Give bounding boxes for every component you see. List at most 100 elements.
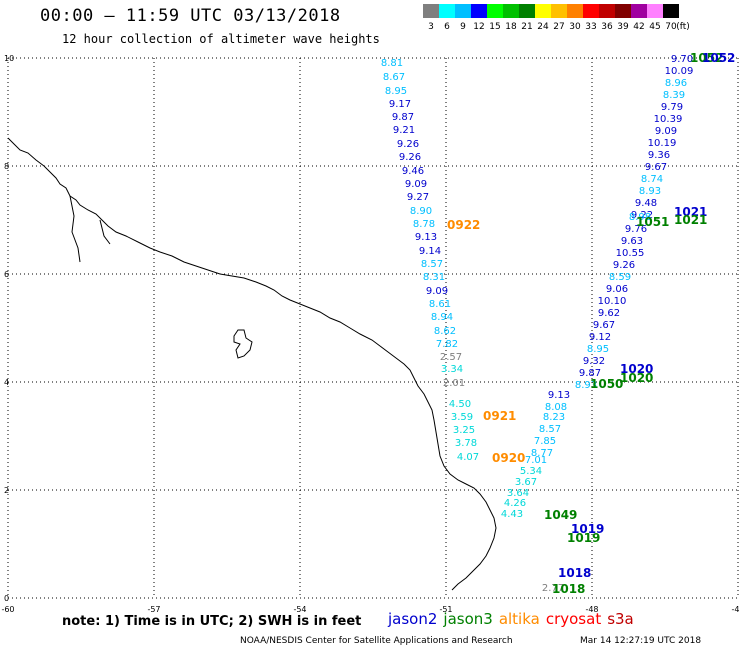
- wave-height-value: 2.77: [542, 583, 564, 594]
- wave-height-value: 9.13: [548, 390, 570, 401]
- colorbar-swatch: [423, 4, 439, 18]
- lon-tick-label: -57: [147, 605, 160, 614]
- wave-height-value: 8.95: [385, 86, 407, 97]
- colorbar-swatch: [471, 4, 487, 18]
- colorbar-swatch: [455, 4, 471, 18]
- colorbar-label: 39: [617, 22, 629, 32]
- colorbar-label: 9: [460, 22, 466, 32]
- wave-height-value: 8.23: [543, 412, 565, 423]
- wave-height-value: 9.87: [392, 112, 414, 123]
- colorbar-swatch: [551, 4, 567, 18]
- wave-height-value: 4.50: [449, 399, 471, 410]
- wave-height-value: 9.26: [399, 152, 421, 163]
- colorbar-swatch: [599, 4, 615, 18]
- wave-height-value: 9.17: [389, 99, 411, 110]
- lat-tick-label: 8: [4, 162, 9, 171]
- pass-time-label: 1051: [636, 215, 669, 229]
- pass-time-label: 0922: [447, 218, 480, 232]
- wave-height-value: 8.78: [413, 219, 435, 230]
- wave-height-value: 7.85: [534, 436, 556, 447]
- legend-cryosat: cryosat: [545, 610, 602, 628]
- legend-jason3: jason3: [443, 610, 493, 628]
- wave-height-value: 8.77: [531, 448, 553, 459]
- wave-height-value: 9.09: [426, 286, 448, 297]
- wave-height-value: 9.76: [625, 224, 647, 235]
- wave-height-value: 8.96: [665, 78, 687, 89]
- wave-height-value: 10.19: [648, 138, 677, 149]
- colorbar-swatch: [663, 4, 679, 18]
- pass-time-label: 1019: [571, 522, 604, 536]
- lat-tick-label: 2: [4, 486, 9, 495]
- wave-height-value: 9.14: [419, 246, 441, 257]
- wave-height-value: 9.67: [645, 162, 667, 173]
- wave-height-value: 7.01: [525, 455, 547, 466]
- colorbar-swatch: [647, 4, 663, 18]
- colorbar-label: 21: [521, 22, 533, 32]
- wave-height-value: 8.94: [431, 312, 453, 323]
- lon-tick-label: -45: [731, 605, 740, 614]
- colorbar-label: 42: [633, 22, 645, 32]
- map-subtitle: 12 hour collection of altimeter wave hei…: [62, 32, 380, 46]
- wave-height-value: 10.55: [616, 248, 645, 259]
- wave-height-value: 3.34: [441, 364, 463, 375]
- wave-height-value: 3.25: [453, 425, 475, 436]
- colorbar-swatch: [631, 4, 647, 18]
- wave-height-value: 3.64: [507, 488, 529, 499]
- colorbar-label: 33: [585, 22, 597, 32]
- lon-tick-label: -60: [1, 605, 14, 614]
- lat-tick-label: 0: [4, 594, 9, 603]
- wave-height-value: 9.27: [407, 192, 429, 203]
- colorbar-swatch: [583, 4, 599, 18]
- wave-height-value: 9.79: [661, 102, 683, 113]
- lon-tick-label: -51: [439, 605, 452, 614]
- pass-time-label: 1018: [552, 582, 585, 596]
- wave-height-value: 9.09: [405, 179, 427, 190]
- wave-height-value: 9.26: [613, 260, 635, 271]
- colorbar-label: 12: [473, 22, 485, 32]
- colorbar-swatch: [567, 4, 583, 18]
- wave-height-value: 9.06: [606, 284, 628, 295]
- wave-height-value: 3.78: [455, 438, 477, 449]
- pass-time-label: 0920: [492, 451, 525, 465]
- colorbar-swatch: [503, 4, 519, 18]
- estuary-outline: [69, 195, 111, 263]
- pass-time-label: 1021: [674, 205, 707, 219]
- wave-height-value: 10.39: [654, 114, 683, 125]
- pass-time-label: 1021: [674, 213, 707, 227]
- colorbar-label: 36: [601, 22, 613, 32]
- wave-height-value: 8.59: [609, 272, 631, 283]
- wave-height-value: 9.09: [655, 126, 677, 137]
- wave-height-value: 7.82: [436, 339, 458, 350]
- pass-time-label: 1020: [620, 362, 653, 376]
- wave-height-value: 9.13: [415, 232, 437, 243]
- wave-height-value: 9.70: [671, 54, 693, 65]
- colorbar-label: 15: [489, 22, 501, 32]
- pass-time-label: 1052: [702, 51, 735, 65]
- wave-height-value: 8.67: [383, 72, 405, 83]
- wave-height-value: 8.93: [639, 186, 661, 197]
- wave-height-value: 9.21: [393, 125, 415, 136]
- footnote: note: 1) Time is in UTC; 2) SWH is in fe…: [62, 614, 362, 629]
- wave-height-value: 8.57: [421, 259, 443, 270]
- legend-s3a: s3a: [607, 610, 634, 628]
- wave-height-value: 8.98: [629, 212, 651, 223]
- wave-height-value: 9.26: [397, 139, 419, 150]
- wave-height-value: 8.81: [381, 58, 403, 69]
- wave-height-value: 4.07: [457, 452, 479, 463]
- wave-height-value: 9.12: [589, 332, 611, 343]
- wave-height-value: 9.87: [579, 368, 601, 379]
- wave-height-value: 9.48: [635, 198, 657, 209]
- legend-jason2: jason2: [388, 610, 438, 628]
- wave-height-value: 9.32: [583, 356, 605, 367]
- wave-height-value: 10.09: [665, 66, 694, 77]
- wave-height-value: 3.67: [515, 477, 537, 488]
- pass-time-label: 0921: [483, 409, 516, 423]
- lat-tick-label: 4: [4, 378, 9, 387]
- wave-height-value: 9.67: [593, 320, 615, 331]
- wave-height-value: 4.26: [504, 498, 526, 509]
- pass-time-label: 1020: [620, 371, 653, 385]
- wave-height-value: 4.43: [501, 509, 523, 520]
- satellite-legend: jason2 jason3 altika cryosat s3a: [388, 610, 640, 628]
- wave-height-value: 9.62: [598, 308, 620, 319]
